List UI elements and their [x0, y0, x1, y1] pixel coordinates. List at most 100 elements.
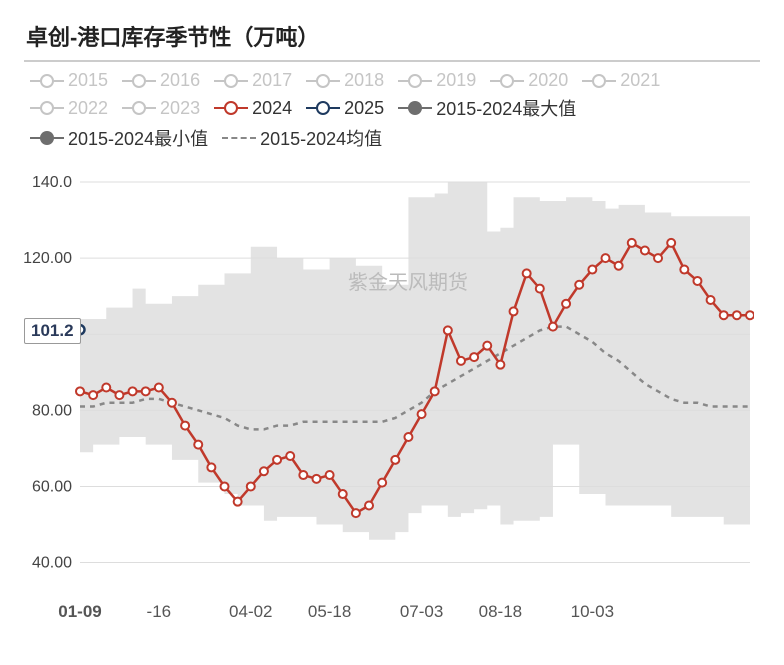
series-2024-marker	[142, 387, 150, 395]
series-2024-marker	[339, 490, 347, 498]
xtick-label: 08-18	[479, 602, 522, 621]
legend-label: 2022	[68, 98, 108, 119]
ytick-label: 60.00	[32, 478, 72, 495]
legend-label: 2019	[436, 70, 476, 91]
legend-item-2018[interactable]: 2018	[306, 70, 384, 91]
series-2024-marker	[221, 482, 229, 490]
series-2024-marker	[720, 311, 728, 319]
legend-item-2015-2024最大值[interactable]: 2015-2024最大值	[398, 95, 576, 121]
series-2024-marker	[299, 471, 307, 479]
legend-label: 2015	[68, 70, 108, 91]
series-2024-marker	[654, 254, 662, 262]
legend-label: 2018	[344, 70, 384, 91]
series-2024-marker	[352, 509, 360, 517]
legend-marker	[30, 74, 64, 88]
chart-svg: 40.0060.0080.00100.00120.00140.001-09-16…	[24, 155, 754, 625]
series-2024-marker	[549, 323, 557, 331]
legend-item-2015[interactable]: 2015	[30, 70, 108, 91]
series-2024-marker	[628, 239, 636, 247]
series-2024-marker	[155, 384, 163, 392]
series-2024-marker	[680, 266, 688, 274]
legend-marker	[30, 101, 64, 115]
series-2024-marker	[378, 479, 386, 487]
legend-label: 2015-2024最小值	[68, 125, 208, 151]
legend-item-2020[interactable]: 2020	[490, 70, 568, 91]
series-2024-marker	[286, 452, 294, 460]
legend-marker	[490, 74, 524, 88]
title-underline	[24, 60, 760, 62]
xtick-label: 07-03	[400, 602, 443, 621]
legend-label: 2024	[252, 98, 292, 119]
series-2024-marker	[536, 285, 544, 293]
series-2024-marker	[615, 262, 623, 270]
latest-value-badge: 101.2	[24, 318, 81, 344]
series-2024-marker	[312, 475, 320, 483]
series-2024-marker	[273, 456, 281, 464]
chart-title: 卓创-港口库存季节性（万吨）	[26, 20, 760, 52]
legend-item-2025[interactable]: 2025	[306, 95, 384, 121]
legend-label: 2015-2024最大值	[436, 95, 576, 121]
legend-marker	[222, 131, 256, 145]
series-2024-marker	[326, 471, 334, 479]
series-2024-marker	[575, 281, 583, 289]
series-2024-marker	[391, 456, 399, 464]
legend-label: 2015-2024均值	[260, 125, 382, 151]
legend-item-2015-2024均值[interactable]: 2015-2024均值	[222, 125, 382, 151]
legend-label: 2020	[528, 70, 568, 91]
series-2024-marker	[483, 342, 491, 350]
series-2024-marker	[418, 410, 426, 418]
series-2024-marker	[733, 311, 741, 319]
legend-item-2022[interactable]: 2022	[30, 95, 108, 121]
series-2024-marker	[89, 391, 97, 399]
legend-marker	[306, 74, 340, 88]
series-2024-marker	[562, 300, 570, 308]
series-2024-marker	[260, 467, 268, 475]
series-2024-marker	[457, 357, 465, 365]
ytick-label: 140.0	[32, 174, 72, 191]
ytick-label: 40.00	[32, 555, 72, 572]
series-2024-marker	[115, 391, 123, 399]
xtick-label: 01-09	[58, 602, 101, 621]
chart-plot-wrap: 40.0060.0080.00100.00120.00140.001-09-16…	[24, 155, 754, 625]
xtick-label: 05-18	[308, 602, 351, 621]
legend-marker	[582, 74, 616, 88]
series-2024-marker	[234, 498, 242, 506]
xtick-label: 10-03	[571, 602, 614, 621]
series-2024-marker	[76, 387, 84, 395]
legend-marker	[122, 74, 156, 88]
legend-label: 2025	[344, 98, 384, 119]
series-2024-marker	[707, 296, 715, 304]
series-2024-marker	[667, 239, 675, 247]
series-2024-marker	[404, 433, 412, 441]
legend-marker	[214, 74, 248, 88]
series-2024-marker	[431, 387, 439, 395]
legend-label: 2016	[160, 70, 200, 91]
series-2024-marker	[444, 326, 452, 334]
legend-marker	[214, 101, 248, 115]
legend-marker	[122, 101, 156, 115]
series-2024-marker	[168, 399, 176, 407]
legend-item-2019[interactable]: 2019	[398, 70, 476, 91]
series-2024-marker	[510, 307, 518, 315]
legend-marker	[30, 131, 64, 145]
legend-marker	[398, 74, 432, 88]
legend-item-2017[interactable]: 2017	[214, 70, 292, 91]
legend: 2015 2016 2017 2018 2019 2020 2021 2022 2023 2024…	[24, 68, 760, 153]
legend-marker	[398, 101, 432, 115]
series-2024-marker	[523, 269, 531, 277]
legend-item-2021[interactable]: 2021	[582, 70, 660, 91]
legend-item-2015-2024最小值[interactable]: 2015-2024最小值	[30, 125, 208, 151]
legend-item-2016[interactable]: 2016	[122, 70, 200, 91]
series-2024-marker	[746, 311, 754, 319]
series-2024-marker	[181, 422, 189, 430]
series-2024-marker	[588, 266, 596, 274]
ytick-label: 80.00	[32, 402, 72, 419]
series-2024-marker	[641, 247, 649, 255]
series-2024-marker	[207, 463, 215, 471]
legend-item-2023[interactable]: 2023	[122, 95, 200, 121]
series-2024-marker	[601, 254, 609, 262]
legend-item-2024[interactable]: 2024	[214, 95, 292, 121]
series-2024-marker	[470, 353, 478, 361]
series-2024-marker	[247, 482, 255, 490]
chart-container: 卓创-港口库存季节性（万吨） 2015201620172018201920202…	[0, 0, 784, 665]
